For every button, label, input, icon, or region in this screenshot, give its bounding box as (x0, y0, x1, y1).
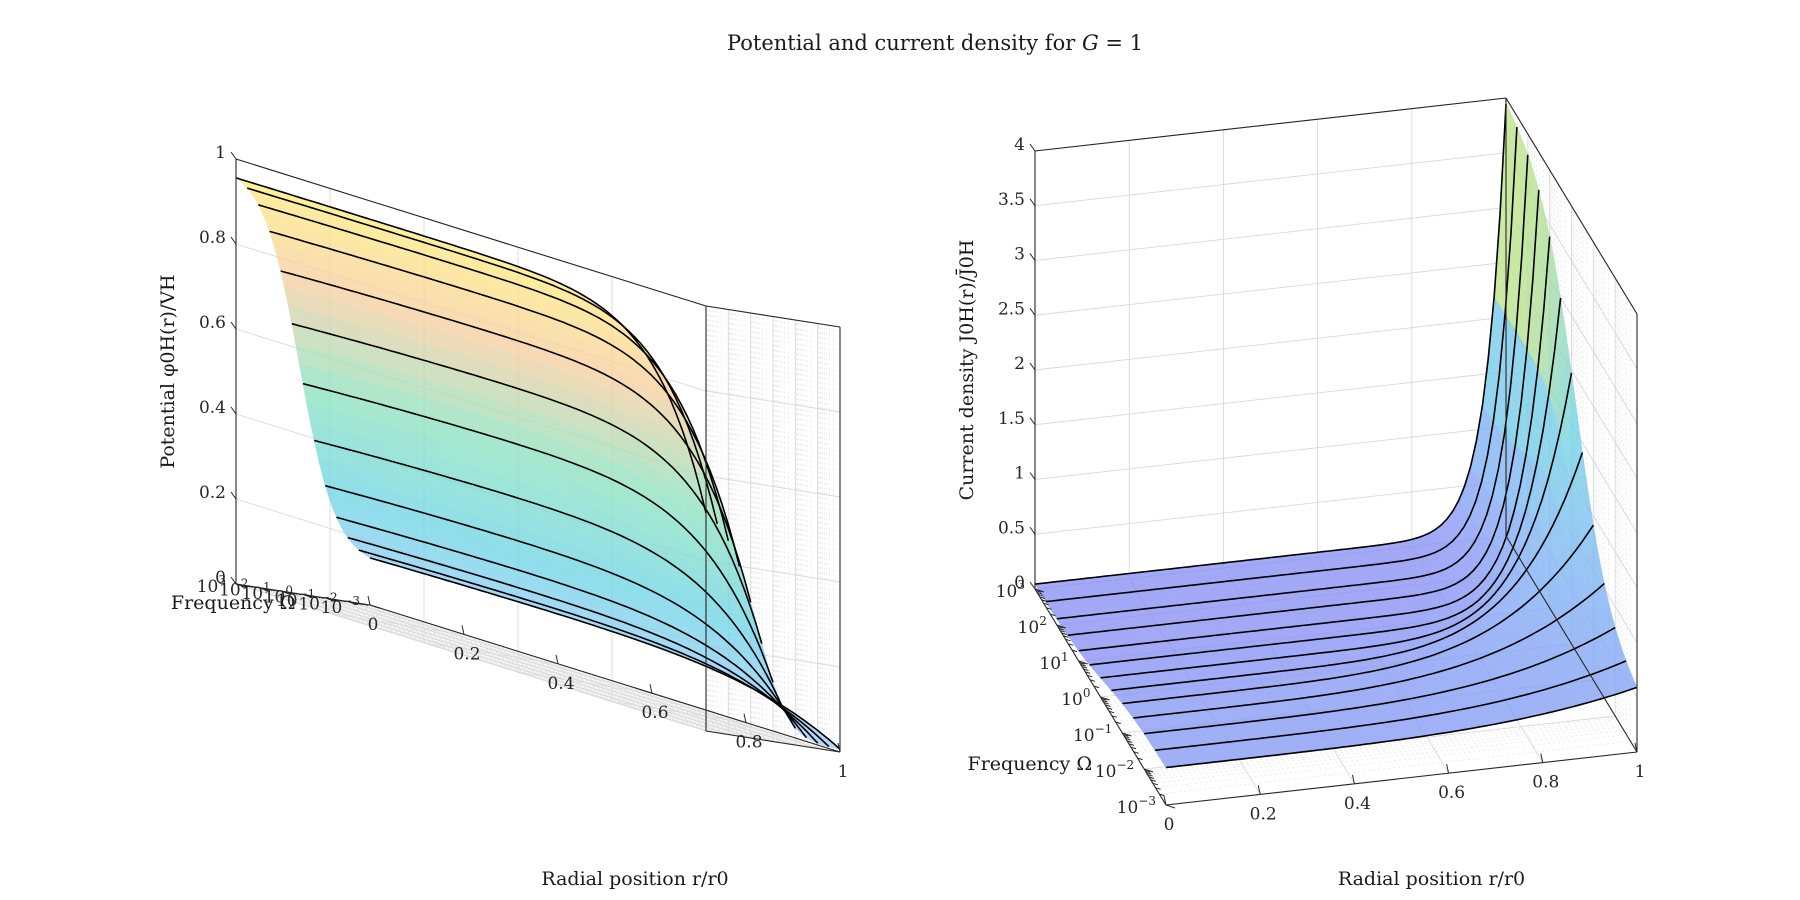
frequency-curve (1045, 127, 1518, 603)
frequency-curve (280, 270, 752, 603)
x-tick-label: 0.8 (1532, 773, 1559, 793)
frequency-curve (347, 536, 819, 744)
y-tick-label: 10−3 (1117, 794, 1156, 818)
frequency-curve (325, 484, 796, 729)
x-tick-label: 0.2 (453, 644, 480, 664)
z-tick-label: 3 (1014, 245, 1025, 265)
z-tick-label: 2.5 (998, 299, 1025, 319)
frequency-curve (1165, 686, 1638, 769)
z-tick-label: 3.5 (998, 190, 1025, 210)
z-tick-label: 1 (1014, 464, 1025, 484)
z-axis-label: Current density J0H(r)/J̄0H (955, 240, 978, 501)
z-tick-label: 0.2 (199, 483, 226, 503)
x-tick-label: 0 (368, 615, 379, 635)
y-tick-label: 10−1 (1073, 722, 1112, 746)
y-axis-label: Frequency Ω (968, 753, 1093, 775)
frequency-curve (1100, 372, 1573, 679)
x-tick-label: 0.4 (547, 674, 574, 694)
z-tick-label: 0 (215, 568, 226, 588)
z-tick-label: 4 (1014, 135, 1025, 155)
x-tick-label: 0 (1164, 815, 1175, 835)
x-tick-label: 0.2 (1250, 804, 1277, 824)
x-tick-label: 0.6 (1438, 783, 1465, 803)
z-tick-label: 0 (1014, 573, 1025, 593)
frequency-curve (336, 516, 808, 739)
frequency-curve (1133, 582, 1605, 719)
z-tick-label: 0.5 (998, 518, 1025, 538)
x-axis: 0 0.2 0.4 0.6 0.8 1 Radial position r/r0 (1163, 742, 1646, 890)
y-tick-label: 103 (197, 573, 226, 597)
y-tick-label: 100 (1061, 686, 1090, 710)
frequency-curve (302, 382, 774, 683)
frequency-curve (1078, 236, 1551, 652)
y-tick-label: 100 (264, 584, 293, 608)
figure-title: Potential and current density for G = 1 (727, 31, 1143, 55)
z-axis-label: Potential φ0H(r)/VH (157, 274, 179, 468)
frequency-curve (1056, 154, 1529, 620)
y-tick-label: 102 (219, 577, 248, 601)
frequency-curve (1067, 189, 1540, 637)
frequency-curve (1122, 524, 1594, 705)
x-axis-label: Radial position r/r0 (1338, 868, 1525, 890)
z-tick-label: 0.6 (199, 313, 226, 333)
z-axis: 0 0.2 0.4 0.6 0.8 1 Potential φ0H(r)/VH (157, 143, 237, 588)
frequency-curve (235, 177, 707, 514)
frequency-curve (358, 549, 830, 748)
y-tick-label: 102 (1018, 614, 1047, 638)
frequency-curve (1111, 452, 1584, 692)
axes-box (235, 158, 841, 753)
z-axis: 0 0.5 1 1.5 2 2.5 3 3.5 4 Current density J0H(r)/… (955, 135, 1036, 593)
frequency-curve (258, 204, 730, 541)
frequency-curve (1155, 660, 1627, 752)
x-tick-label: 1 (1635, 762, 1646, 782)
y-tick-label: 101 (1039, 650, 1068, 674)
y-axis-label: Frequency Ω (171, 592, 296, 614)
surface (1034, 102, 1638, 768)
z-tick-label: 1.5 (998, 409, 1025, 429)
frequency-curve (1144, 626, 1616, 735)
z-tick-label: 0.8 (199, 228, 226, 248)
frequency-curve (246, 187, 718, 524)
x-tick-label: 0.6 (641, 703, 668, 723)
x-axis: 0 0.2 0.4 0.6 0.8 1 Radial position r/r0 (367, 595, 849, 890)
x-tick-label: 1 (838, 762, 849, 782)
z-tick-label: 1 (215, 143, 226, 163)
y-axis: 10−3 10−2 10−1 100 101 102 103 Frequency Ω (968, 578, 1176, 818)
x-tick-label: 0.8 (735, 733, 762, 753)
frequency-curve (269, 230, 741, 567)
frequency-curve (291, 322, 763, 644)
y-tick-label: 10−3 (321, 594, 360, 618)
x-axis-label: Radial position r/r0 (541, 868, 728, 890)
frequency-curves (1034, 103, 1638, 769)
y-tick-label: 103 (996, 578, 1025, 602)
z-tick-label: 2 (1014, 354, 1025, 374)
y-tick-label: 10−2 (1095, 758, 1134, 782)
surface (235, 177, 841, 750)
x-tick-label: 0.4 (1344, 794, 1371, 814)
frequency-curve (1034, 103, 1507, 585)
y-tick-label: 10−1 (276, 587, 315, 611)
z-tick-label: 0.4 (199, 398, 226, 418)
frequency-curve (1089, 297, 1562, 666)
y-tick-label: 101 (241, 580, 270, 604)
